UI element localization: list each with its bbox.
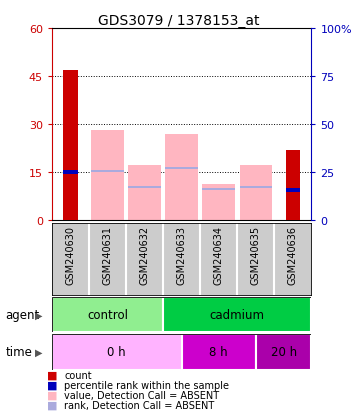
Text: rank, Detection Call = ABSENT: rank, Detection Call = ABSENT — [64, 400, 215, 410]
Text: ▶: ▶ — [35, 310, 42, 320]
Text: GSM240636: GSM240636 — [288, 225, 298, 284]
Text: GSM240633: GSM240633 — [177, 225, 187, 284]
Text: ▶: ▶ — [35, 347, 42, 357]
Bar — [128, 186, 161, 188]
Text: GDS3079 / 1378153_at: GDS3079 / 1378153_at — [98, 14, 260, 28]
Text: 8 h: 8 h — [209, 346, 228, 358]
Text: GSM240632: GSM240632 — [140, 225, 150, 284]
Text: ■: ■ — [47, 370, 57, 380]
Bar — [63, 171, 78, 175]
Bar — [52, 297, 163, 332]
Bar — [256, 335, 311, 370]
Bar — [163, 297, 311, 332]
Bar — [91, 131, 124, 221]
Bar — [128, 165, 161, 221]
Bar — [286, 150, 300, 221]
Text: 20 h: 20 h — [271, 346, 297, 358]
Text: value, Detection Call = ABSENT: value, Detection Call = ABSENT — [64, 390, 219, 400]
Bar — [286, 188, 300, 192]
Text: GSM240635: GSM240635 — [251, 225, 261, 284]
Text: count: count — [64, 370, 92, 380]
Text: GSM240630: GSM240630 — [66, 225, 76, 284]
Text: agent: agent — [5, 309, 40, 321]
Bar — [240, 186, 272, 188]
Bar — [203, 185, 235, 221]
Text: control: control — [87, 309, 128, 321]
Text: percentile rank within the sample: percentile rank within the sample — [64, 380, 229, 390]
Bar — [165, 167, 198, 169]
Bar — [52, 335, 182, 370]
Bar — [165, 135, 198, 221]
Text: ■: ■ — [47, 390, 57, 400]
Text: ■: ■ — [47, 380, 57, 390]
Bar — [63, 71, 78, 221]
Text: ■: ■ — [47, 400, 57, 410]
Text: GSM240631: GSM240631 — [102, 225, 112, 284]
Text: cadmium: cadmium — [210, 309, 265, 321]
Bar — [203, 188, 235, 190]
Text: time: time — [5, 346, 32, 358]
Bar — [240, 165, 272, 221]
Text: GSM240634: GSM240634 — [214, 225, 224, 284]
Bar — [91, 171, 124, 173]
Bar — [182, 335, 256, 370]
Text: 0 h: 0 h — [107, 346, 126, 358]
